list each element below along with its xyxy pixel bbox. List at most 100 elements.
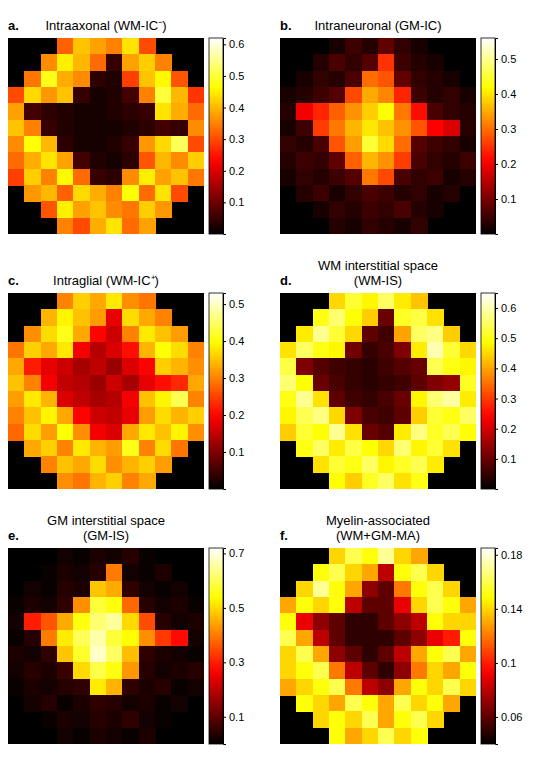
- cell: [106, 548, 123, 565]
- cell: [155, 613, 172, 630]
- cell: [362, 218, 379, 234]
- cell: [41, 358, 58, 375]
- cell: [73, 71, 90, 88]
- cell: [394, 358, 411, 375]
- cell: [411, 391, 428, 408]
- cell: [296, 407, 313, 424]
- cell: [427, 424, 444, 441]
- cell: [329, 293, 346, 310]
- tick-label: 0.5: [229, 70, 244, 82]
- tick-mark: [223, 553, 226, 554]
- cell: [280, 662, 297, 679]
- cell: [345, 564, 362, 581]
- cell: [345, 630, 362, 647]
- cell: [171, 630, 188, 647]
- cell: [139, 309, 156, 326]
- cell: [155, 597, 172, 614]
- cell: [427, 662, 444, 679]
- cell: [427, 71, 444, 88]
- cell: [362, 679, 379, 696]
- cell: [345, 342, 362, 359]
- cell: [329, 103, 346, 120]
- cell: [313, 424, 330, 441]
- cell: [378, 662, 395, 679]
- cell: [345, 87, 362, 104]
- panel-title: Intraglial (WM-IC⁺): [53, 273, 159, 288]
- cell: [122, 424, 139, 441]
- cell: [296, 326, 313, 343]
- tick: 0.1: [495, 453, 516, 465]
- cell: [8, 120, 25, 137]
- cell: [329, 456, 346, 473]
- cell: [188, 630, 204, 647]
- cell: [427, 564, 444, 581]
- cell: [73, 728, 90, 744]
- cell: [139, 375, 156, 392]
- cell: [378, 597, 395, 614]
- cell: [345, 407, 362, 424]
- cell: [139, 564, 156, 581]
- cell: [313, 342, 330, 359]
- cell: [139, 169, 156, 186]
- cell: [313, 711, 330, 728]
- cell: [106, 711, 123, 728]
- cell: [394, 581, 411, 598]
- tick: 0.1: [223, 446, 244, 458]
- cell: [41, 71, 58, 88]
- colorbar-axis: 0.10.20.30.40.50.6: [223, 38, 244, 234]
- cell: [378, 424, 395, 441]
- cell: [122, 38, 139, 55]
- cell: [362, 326, 379, 343]
- colorbar-axis: 0.10.20.30.40.5: [223, 294, 244, 490]
- cell: [280, 646, 297, 663]
- cell: [443, 136, 460, 153]
- cell: [460, 630, 476, 647]
- cell: [378, 103, 395, 120]
- cell: [57, 293, 74, 310]
- tick-mark: [223, 415, 226, 416]
- cell: [378, 456, 395, 473]
- cell: [329, 375, 346, 392]
- colorbar-axis-line: [496, 549, 499, 745]
- cell: [411, 218, 428, 234]
- cell: [443, 103, 460, 120]
- image: [280, 548, 476, 744]
- cell: [378, 218, 395, 234]
- cell: [411, 293, 428, 310]
- tick-mark: [495, 308, 498, 309]
- tick-label: 0.1: [501, 657, 516, 669]
- cell: [427, 185, 444, 202]
- cell: [106, 630, 123, 647]
- cell: [8, 169, 25, 186]
- cell: [155, 662, 172, 679]
- cell: [73, 54, 90, 71]
- cell: [362, 711, 379, 728]
- cell: [188, 424, 204, 441]
- cell: [41, 662, 58, 679]
- tick: 0.4: [223, 335, 244, 347]
- cell: [73, 358, 90, 375]
- tick: 0.14: [495, 603, 522, 615]
- cell: [394, 646, 411, 663]
- cell: [24, 169, 41, 186]
- panel-letter: a.: [8, 18, 19, 33]
- cell: [378, 169, 395, 186]
- tick: 0.3: [495, 393, 516, 405]
- title-line: Intraneuronal (GM-IC): [314, 18, 441, 33]
- cell: [122, 613, 139, 630]
- cell: [90, 293, 107, 310]
- cell: [57, 711, 74, 728]
- cell: [171, 375, 188, 392]
- cell: [394, 293, 411, 310]
- cell: [378, 136, 395, 153]
- cell: [41, 103, 58, 120]
- cell: [188, 358, 204, 375]
- cell: [90, 662, 107, 679]
- title-line: Myelin-associated: [326, 513, 430, 528]
- cell: [427, 375, 444, 392]
- cell: [280, 424, 297, 441]
- cell: [41, 185, 58, 202]
- cell: [296, 679, 313, 696]
- cell: [188, 679, 204, 696]
- cell: [394, 71, 411, 88]
